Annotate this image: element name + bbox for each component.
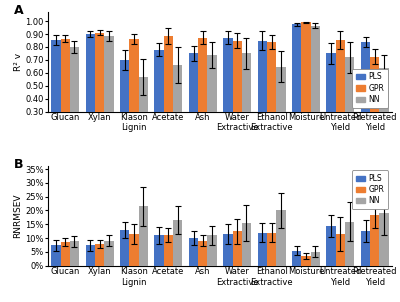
Bar — [139, 206, 148, 266]
Bar — [198, 38, 208, 150]
Bar — [189, 238, 198, 266]
Bar — [361, 42, 370, 150]
Bar — [370, 57, 380, 150]
Bar — [173, 220, 182, 266]
Bar — [336, 234, 345, 266]
Bar — [164, 36, 173, 150]
Bar — [267, 233, 276, 266]
Bar — [267, 42, 276, 150]
Bar — [301, 256, 311, 266]
Bar — [380, 213, 389, 266]
Bar — [345, 57, 354, 150]
Bar — [198, 241, 208, 266]
Legend: PLS, GPR, NN: PLS, GPR, NN — [352, 69, 388, 108]
Bar — [60, 242, 70, 266]
Bar — [154, 50, 164, 150]
Bar — [258, 40, 267, 150]
Text: A: A — [14, 4, 23, 17]
Bar — [70, 47, 79, 150]
Bar — [311, 252, 320, 266]
Text: B: B — [14, 158, 23, 171]
Bar — [70, 241, 79, 266]
Bar — [276, 210, 286, 266]
Bar — [189, 53, 198, 150]
Bar — [301, 22, 311, 150]
Bar — [129, 39, 139, 150]
Bar — [51, 245, 60, 266]
Bar — [120, 230, 129, 266]
Bar — [104, 241, 114, 266]
Bar — [232, 231, 242, 266]
Bar — [361, 231, 370, 266]
Bar — [276, 67, 286, 150]
Bar — [345, 222, 354, 266]
Bar — [242, 53, 251, 150]
Bar — [154, 235, 164, 266]
Bar — [173, 65, 182, 150]
Bar — [95, 33, 104, 150]
Bar — [139, 77, 148, 150]
Bar — [86, 245, 95, 266]
Bar — [292, 251, 301, 266]
Legend: PLS, GPR, NN: PLS, GPR, NN — [352, 170, 388, 209]
Bar — [380, 68, 389, 150]
Bar — [258, 233, 267, 266]
Bar — [370, 215, 380, 266]
Bar — [129, 234, 139, 266]
Bar — [242, 223, 251, 266]
Bar — [86, 34, 95, 150]
Bar — [311, 26, 320, 150]
Y-axis label: R² v: R² v — [14, 53, 22, 71]
Bar — [223, 234, 232, 266]
Bar — [51, 40, 60, 150]
Bar — [60, 39, 70, 150]
Y-axis label: RNRMSEV: RNRMSEV — [14, 194, 22, 238]
Bar — [336, 40, 345, 150]
Bar — [223, 38, 232, 150]
Bar — [164, 235, 173, 266]
Bar — [104, 36, 114, 150]
Bar — [95, 244, 104, 266]
Bar — [232, 40, 242, 150]
Bar — [326, 53, 336, 150]
Bar — [292, 24, 301, 150]
Bar — [208, 55, 217, 150]
Bar — [208, 235, 217, 266]
Bar — [326, 226, 336, 266]
Bar — [120, 60, 129, 150]
